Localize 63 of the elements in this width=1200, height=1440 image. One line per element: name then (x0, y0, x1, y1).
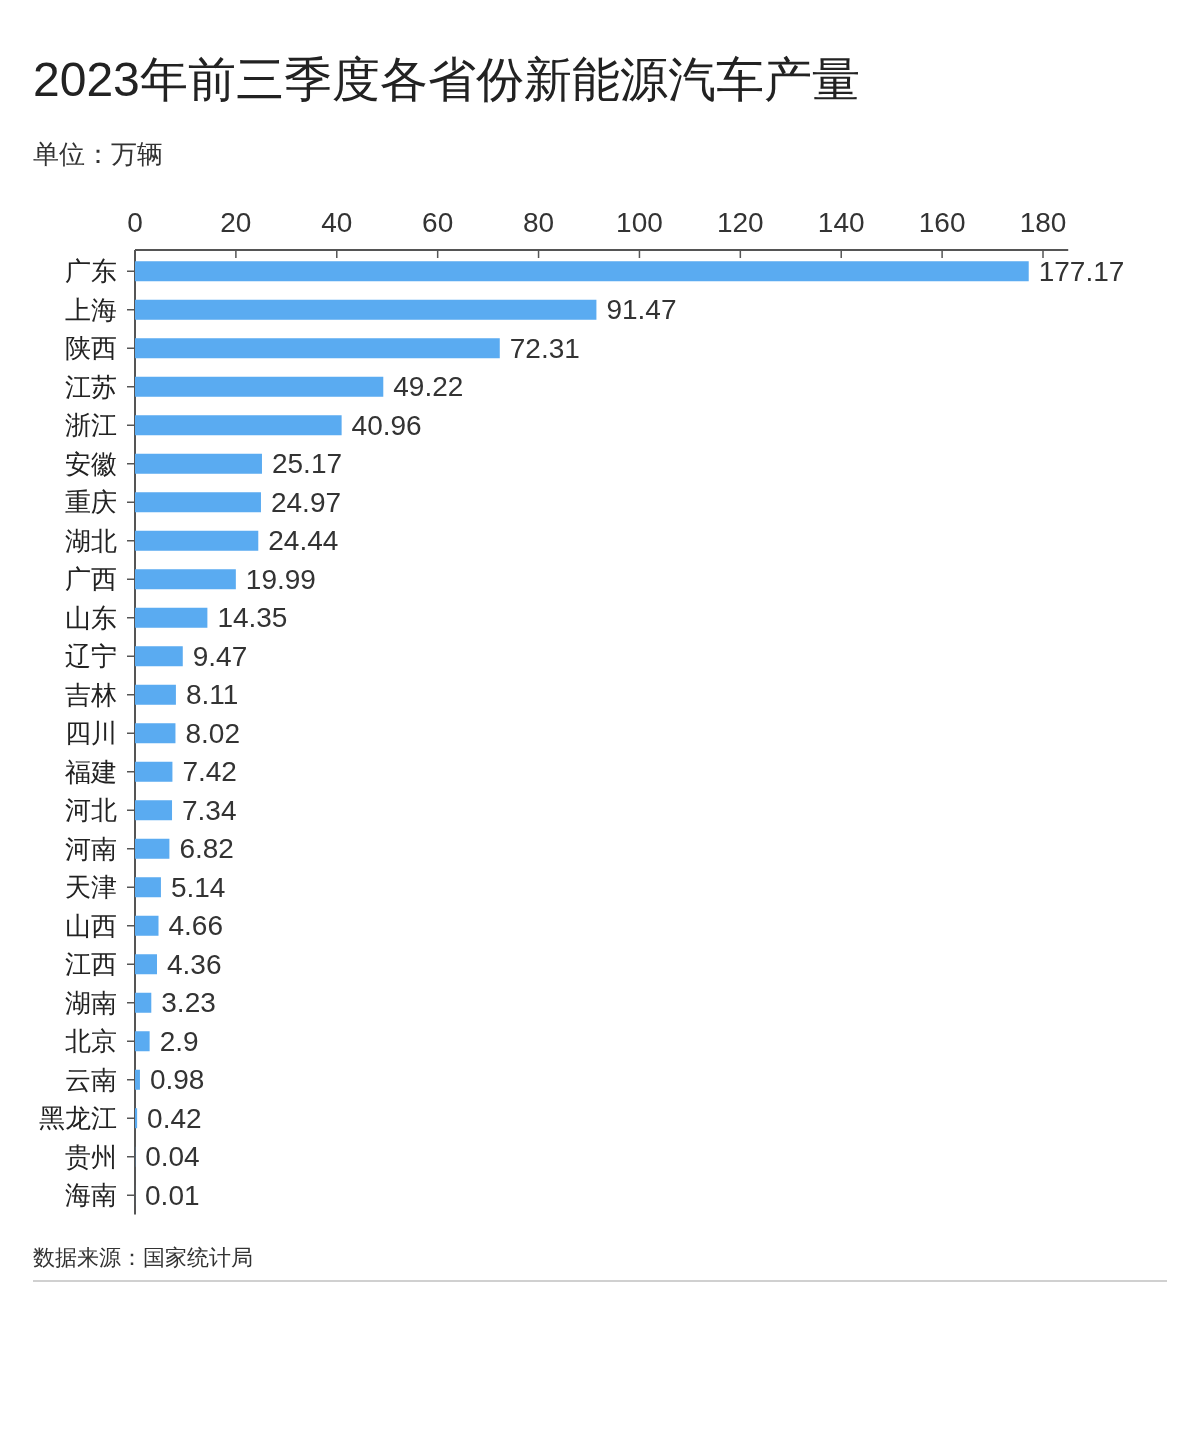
x-tick-label: 100 (616, 207, 663, 238)
data-label: 24.97 (270, 486, 342, 518)
data-label: 0.01 (145, 1179, 200, 1211)
category-label: 浙江 (65, 410, 117, 441)
data-label: 72.31 (509, 332, 580, 364)
category-label: 陕西 (65, 333, 117, 364)
category-label: 河北 (65, 795, 117, 826)
category-label: 四川 (65, 718, 117, 749)
category-label: 湖北 (65, 525, 117, 556)
subtitle: 单位：万辆 (33, 139, 163, 169)
category-label: 广西 (65, 564, 117, 595)
data-label: 7.34 (182, 794, 237, 826)
data-label: 91.47 (606, 294, 677, 326)
category-label: 山西 (65, 910, 117, 941)
data-label: 24.44 (268, 525, 339, 557)
category-label: 海南 (65, 1180, 117, 1211)
data-label: 5.14 (170, 871, 226, 903)
x-tick-label: 60 (422, 207, 454, 238)
annotation: 数据来源：国家统计局 (33, 1245, 253, 1270)
data-label: 8.11 (185, 679, 239, 711)
category-label: 广东 (65, 256, 117, 287)
x-tick-label: 20 (220, 207, 252, 238)
data-label: 25.17 (271, 448, 343, 480)
category-label: 江苏 (65, 371, 117, 402)
data-label: 4.36 (167, 948, 222, 980)
title: 2023年前三季度各省份新能源汽车产量 (33, 53, 860, 106)
x-tick-label: 160 (918, 207, 966, 238)
data-label: 6.82 (179, 833, 234, 865)
data-label: 19.99 (245, 563, 316, 595)
category-label: 天津 (65, 872, 117, 903)
data-label: 0.04 (145, 1141, 200, 1173)
x-tick-label: 140 (817, 207, 865, 238)
category-label: 贵州 (65, 1141, 117, 1172)
x-tick-label: 80 (523, 207, 555, 238)
category-label: 河南 (65, 833, 117, 864)
category-label: 山东 (65, 602, 117, 633)
data-label: 0.42 (147, 1102, 202, 1134)
category-label: 吉林 (65, 679, 117, 710)
data-label: 49.22 (393, 371, 464, 403)
category-label: 重庆 (65, 487, 117, 518)
x-tick-label: 40 (321, 207, 353, 238)
data-label: 4.66 (168, 910, 223, 942)
data-label: 9.47 (192, 640, 248, 672)
x-tick-label: 120 (716, 207, 764, 238)
data-label: 7.42 (182, 756, 237, 788)
category-label: 江西 (65, 949, 117, 980)
category-label: 福建 (65, 756, 117, 787)
x-tick-label: 0 (127, 207, 143, 238)
data-label: 0.98 (149, 1064, 205, 1096)
category-label: 辽宁 (65, 641, 117, 672)
data-label: 40.96 (351, 409, 422, 441)
data-label: 177.17 (1038, 255, 1125, 287)
data-label: 3.23 (161, 987, 216, 1019)
category-label: 湖南 (65, 987, 117, 1018)
data-label: 14.35 (217, 602, 288, 634)
category-label: 黑龙江 (39, 1103, 117, 1134)
category-label: 云南 (65, 1064, 117, 1095)
category-label: 北京 (65, 1026, 117, 1057)
data-label: 8.02 (185, 717, 240, 749)
x-tick-label: 180 (1019, 207, 1067, 238)
category-label: 上海 (65, 294, 117, 325)
data-label: 2.9 (159, 1025, 199, 1057)
category-label: 安徽 (65, 448, 117, 479)
